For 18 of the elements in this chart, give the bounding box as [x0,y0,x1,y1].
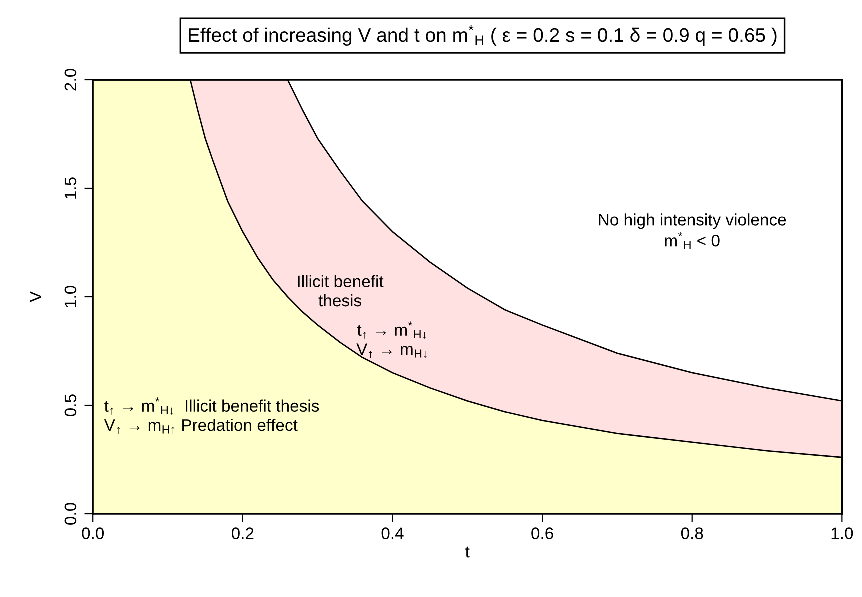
x-tick-label: 0.2 [232,528,254,540]
y-tick-label: 1.0 [64,286,77,308]
x-tick-label: 0.6 [532,528,554,540]
y-tick-label: 2.0 [64,69,77,91]
x-tick-label: 1.0 [832,528,854,540]
y-tick-label: 0.0 [64,503,77,525]
x-axis-title: t [466,546,470,558]
text: t$_{↑}$ → m$^{*}$$_{H↓}$ Illicit benefit thesis V$_{↑}$ → m$_{H↑}$ Predation effect [104,398,320,434]
annotation: Illicit benefit thesis [298,275,384,307]
x-tick-label: 0.8 [681,528,704,540]
text: t$_{↑}$ → m$^{*}$$_{H↓}$ V$_{↑}$ → m$_{H↓}$ [356,322,427,358]
y-axis-title: V [30,292,42,302]
chart-title: Effect of increasing V and t on m$^{*}$$_{H}$ ( ε = 0.2 s = 0.1 δ = 0.9 q = 0.65 ) [189,25,777,46]
x-tick-label: 0.0 [82,528,104,540]
y-tick-label: 0.5 [64,394,77,416]
x-tick-label: 0.4 [382,528,404,540]
y-tick-label: 1.5 [64,178,77,199]
annotation: No high intensity violence m$^{*}$$_{H}$ < 0 [599,214,786,250]
